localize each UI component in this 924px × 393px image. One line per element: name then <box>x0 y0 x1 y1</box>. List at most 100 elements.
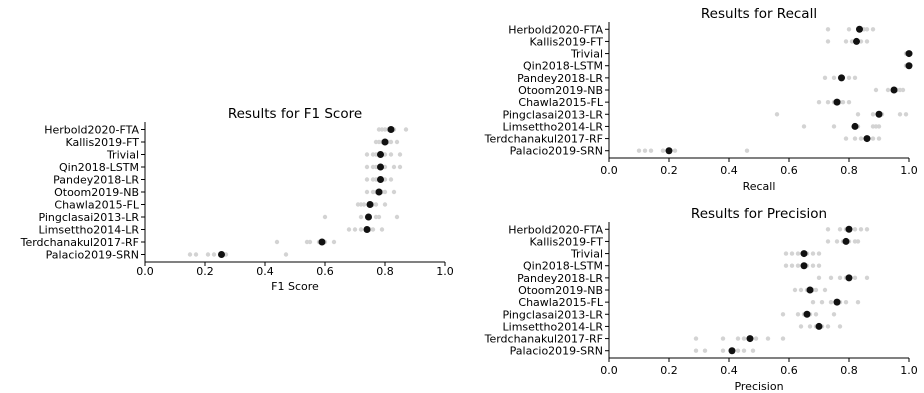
precision-run-point <box>816 263 822 268</box>
precision-run-point <box>741 336 747 341</box>
precision-run-point <box>852 227 858 232</box>
f1-score-x-tick-label: 0.6 <box>316 265 334 278</box>
precision-axes <box>608 222 909 359</box>
precision-x-tick-label: 0.4 <box>720 364 738 377</box>
f1-score-run-point <box>373 177 379 182</box>
recall-mean-point <box>875 110 883 118</box>
recall-run-point <box>876 136 882 141</box>
recall-y-tick-label: Otoom2019-NB <box>518 84 603 97</box>
f1-score-y-tick-label: Kallis2019-FT <box>66 136 140 149</box>
recall-run-point <box>846 75 852 81</box>
precision-run-point <box>741 348 747 353</box>
recall-run-point <box>897 112 903 117</box>
precision-run-point <box>720 348 726 353</box>
recall-run-point <box>885 87 891 93</box>
f1-score-run-point <box>388 139 394 145</box>
f1-score-run-point <box>382 177 388 182</box>
f1-score-run-point <box>358 227 364 232</box>
recall-y-tick-label: Chawla2015-FL <box>518 96 603 109</box>
f1-score-run-point <box>391 189 397 195</box>
precision-x-tick-label: 0.6 <box>780 364 798 377</box>
precision-run-point <box>837 324 843 329</box>
recall-mean-point <box>665 147 673 155</box>
precision-y-tick-label: Limsettho2014-LR <box>503 320 604 333</box>
precision-run-point <box>753 336 759 341</box>
f1-score-y-tick-label: Chawla2015-FL <box>54 199 139 212</box>
precision-run-point <box>828 275 834 281</box>
precision-y-tick-label: Pingclasai2013-LR <box>502 308 603 321</box>
precision-y-tick-label: Terdchanakul2017-RF <box>484 333 603 346</box>
f1-score-mean-point <box>363 226 371 233</box>
f1-score-run-point <box>397 164 403 170</box>
f1-score-y-tick-label: Pandey2018-LR <box>53 174 139 187</box>
f1-score-run-point <box>283 252 289 257</box>
precision-run-point <box>783 263 789 268</box>
precision-run-point <box>789 263 795 268</box>
precision-run-point <box>735 336 741 341</box>
recall-run-point <box>864 39 870 44</box>
recall-y-tick-label: Kallis2019-FT <box>530 35 604 48</box>
precision-run-point <box>807 324 813 329</box>
recall-run-point <box>801 124 807 129</box>
precision-run-point <box>795 251 801 256</box>
f1-score-run-point <box>364 164 370 170</box>
f1-score-run-point <box>388 177 394 182</box>
f1-score-mean-point <box>218 251 225 258</box>
precision-x-tick-label: 0.2 <box>660 364 678 377</box>
f1-score-run-point <box>364 177 370 182</box>
f1-score-run-point <box>205 252 211 257</box>
recall-y-tick-label: Trivial <box>570 48 603 61</box>
recall-run-point <box>660 148 666 153</box>
precision-run-point <box>819 299 825 305</box>
recall-run-point <box>870 112 876 117</box>
f1-score-run-point <box>211 252 217 257</box>
f1-score-run-point <box>223 252 229 257</box>
recall-mean-point <box>863 135 871 143</box>
precision-mean-point <box>800 250 808 258</box>
f1-score-mean-point <box>318 238 326 246</box>
precision-run-point <box>864 227 870 232</box>
f1-score-mean-point <box>366 201 374 208</box>
recall-run-point <box>843 136 849 141</box>
recall-mean-point <box>833 98 841 106</box>
precision-mean-point <box>728 347 736 355</box>
f1-score-mean-point <box>377 163 384 171</box>
precision-run-point <box>855 299 861 305</box>
recall-x-tick-label: 0.4 <box>720 164 738 177</box>
f1-score-run-point <box>352 227 358 232</box>
f1-score-run-point <box>382 164 388 170</box>
recall-run-point <box>825 27 831 32</box>
recall-run-point <box>849 39 855 44</box>
precision-run-point <box>795 263 801 268</box>
precision-panel: Results for Precision Precision 0.0 0.2 0.4 0… <box>484 206 918 393</box>
precision-run-point <box>798 324 804 329</box>
recall-x-tick-label: 0.0 <box>600 164 618 177</box>
precision-run-point <box>693 336 699 341</box>
precision-mean-point <box>806 286 814 294</box>
recall-run-point <box>870 27 876 32</box>
f1-score-y-tick-label: Trivial <box>106 149 139 162</box>
f1-score-run-point <box>193 252 199 257</box>
recall-run-point <box>648 148 654 153</box>
precision-run-point <box>852 275 858 281</box>
recall-run-point <box>903 112 909 117</box>
precision-y-tick-label: Herbold2020-FTA <box>508 223 603 236</box>
precision-mean-point <box>845 274 853 282</box>
precision-run-point <box>828 299 834 305</box>
precision-x-tick-label: 0.0 <box>600 364 618 377</box>
precision-run-point <box>831 312 837 317</box>
recall-mean-point <box>853 37 860 45</box>
precision-run-point <box>720 336 726 341</box>
recall-chart-title: Results for Recall <box>701 6 817 22</box>
precision-mean-point <box>800 262 808 270</box>
precision-run-point <box>816 251 822 256</box>
f1-score-y-tick-label: Pingclasai2013-LR <box>38 211 139 224</box>
precision-run-point <box>792 287 798 293</box>
recall-mean-point <box>905 62 913 70</box>
f1-score-mean-point <box>377 151 384 158</box>
recall-y-tick-label: Limsettho2014-LR <box>503 120 604 133</box>
f1-score-run-point <box>382 152 388 157</box>
recall-x-tick-label: 1.0 <box>900 164 918 177</box>
recall-y-tick-label: Pandey2018-LR <box>517 72 603 85</box>
precision-y-tick-label: Kallis2019-FT <box>530 235 604 248</box>
